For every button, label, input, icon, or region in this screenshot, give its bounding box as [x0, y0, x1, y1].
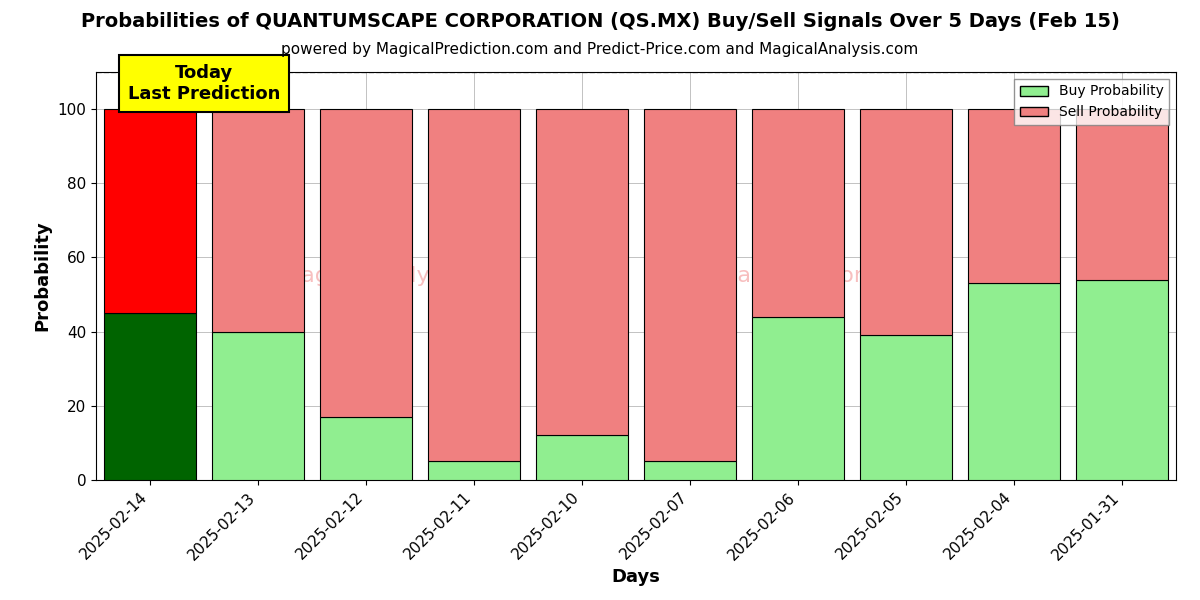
Bar [212, 332, 304, 480]
Bar [1076, 109, 1168, 280]
Bar [752, 109, 844, 317]
Legend: Buy Probability, Sell Probability: Buy Probability, Sell Probability [1014, 79, 1169, 125]
Text: Probabilities of QUANTUMSCAPE CORPORATION (QS.MX) Buy/Sell Signals Over 5 Days (: Probabilities of QUANTUMSCAPE CORPORATIO… [80, 12, 1120, 31]
Text: MagicalPrediction.com: MagicalPrediction.com [673, 266, 923, 286]
Bar [968, 109, 1060, 283]
Bar [428, 461, 520, 480]
Bar [860, 335, 952, 480]
Bar [860, 109, 952, 335]
Bar [644, 109, 736, 461]
Y-axis label: Probability: Probability [34, 221, 52, 331]
Bar [104, 313, 196, 480]
Text: MagicalAnalysis.com: MagicalAnalysis.com [282, 266, 515, 286]
Bar [536, 109, 628, 436]
Bar [320, 417, 412, 480]
Bar [1076, 280, 1168, 480]
Bar [212, 109, 304, 332]
Text: Today
Last Prediction: Today Last Prediction [128, 64, 280, 103]
Bar [320, 109, 412, 417]
Bar [104, 109, 196, 313]
Bar [752, 317, 844, 480]
Bar [644, 461, 736, 480]
Bar [428, 109, 520, 461]
Text: powered by MagicalPrediction.com and Predict-Price.com and MagicalAnalysis.com: powered by MagicalPrediction.com and Pre… [281, 42, 919, 57]
Bar [968, 283, 1060, 480]
X-axis label: Days: Days [612, 568, 660, 586]
Bar [536, 436, 628, 480]
